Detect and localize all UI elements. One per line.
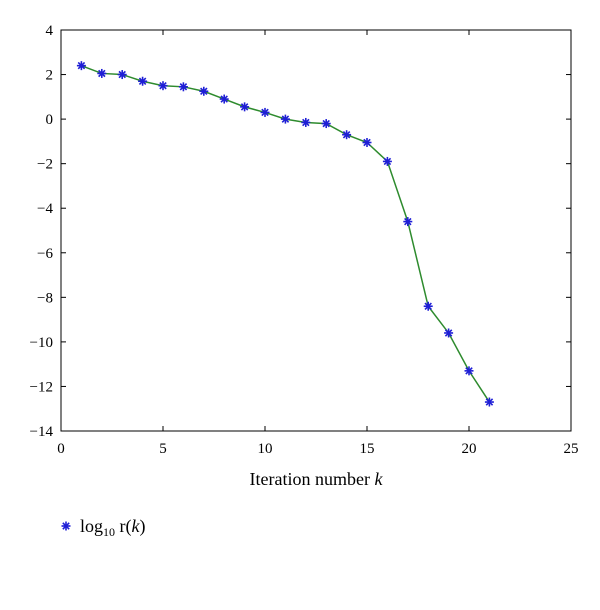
data-point xyxy=(301,117,311,127)
x-axis-label: Iteration number k xyxy=(250,469,384,489)
y-tick-label: 2 xyxy=(46,68,54,84)
data-point xyxy=(484,397,494,407)
x-tick-label: 10 xyxy=(258,441,273,457)
data-point xyxy=(423,301,433,311)
legend-marker xyxy=(61,521,71,531)
y-tick-label: −6 xyxy=(37,246,53,262)
x-tick-label: 20 xyxy=(462,441,477,457)
axis-ticks xyxy=(60,29,572,432)
data-point xyxy=(280,114,290,124)
data-point xyxy=(382,156,392,166)
data-point xyxy=(199,86,209,96)
data-point xyxy=(342,130,352,140)
data-point xyxy=(444,328,454,338)
data-point xyxy=(240,102,250,112)
series-layer xyxy=(76,61,494,407)
y-tick-label: 0 xyxy=(46,112,54,128)
data-point xyxy=(219,94,229,104)
x-tick-label: 15 xyxy=(360,441,375,457)
data-point xyxy=(362,138,372,148)
data-point xyxy=(117,70,127,80)
x-tick-label: 5 xyxy=(159,441,167,457)
legend-asterisk-marker xyxy=(61,521,71,531)
x-tick-label: 0 xyxy=(57,441,65,457)
y-tick-label: 4 xyxy=(46,23,54,39)
x-tick-label: 25 xyxy=(564,441,579,457)
data-point xyxy=(76,61,86,71)
plot-area xyxy=(60,29,572,432)
data-point xyxy=(321,119,331,129)
data-point xyxy=(178,82,188,92)
y-tick-label: −8 xyxy=(37,290,53,306)
y-tick-label: −12 xyxy=(30,379,53,395)
data-point xyxy=(97,68,107,78)
y-tick-label: −14 xyxy=(30,424,54,440)
y-tick-label: −10 xyxy=(30,335,53,351)
y-tick-label: −4 xyxy=(37,201,53,217)
data-point xyxy=(403,217,413,227)
legend: log10 r(k) xyxy=(61,516,146,539)
legend-label: log10 r(k) xyxy=(80,516,146,539)
data-point xyxy=(138,76,148,86)
data-point xyxy=(260,107,270,117)
data-point xyxy=(158,81,168,91)
y-tick-label: −2 xyxy=(37,157,53,173)
data-point xyxy=(464,366,474,376)
